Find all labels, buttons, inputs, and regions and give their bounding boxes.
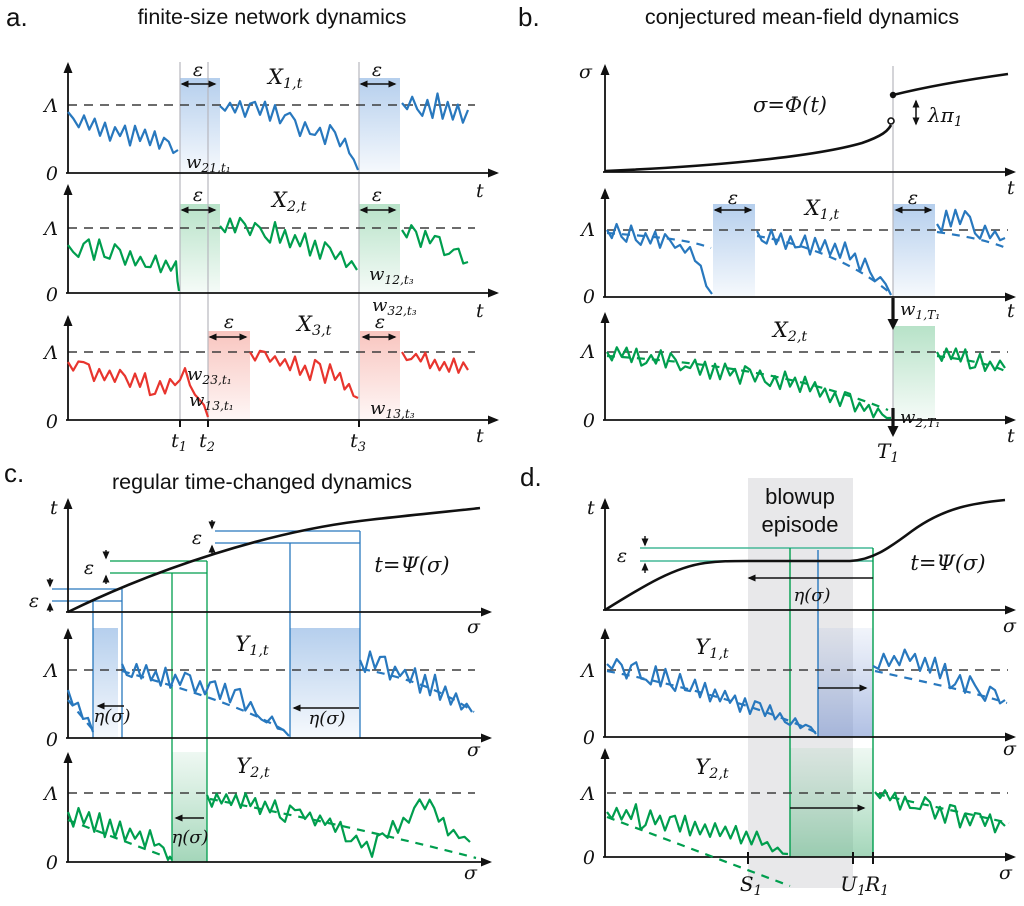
- c2-series-y1: Y1,t: [235, 632, 268, 659]
- d1-equation: t=Ψ(σ): [910, 551, 985, 575]
- d2-series-y1: Y1,t: [695, 635, 728, 662]
- c3-lambda: Λ: [42, 783, 58, 805]
- a2-series-x2: X2,t: [270, 188, 307, 215]
- plot-axes: [63, 62, 1016, 867]
- b3-zero: 0: [583, 410, 595, 432]
- panel-b-title: conjectured mean-field dynamics: [644, 5, 960, 29]
- a2-lambda: Λ: [42, 218, 58, 240]
- d3-lambda: Λ: [579, 783, 595, 805]
- annotation-arrows: [46, 80, 933, 822]
- d3-zero: 0: [583, 847, 595, 869]
- a1-series-x1: X1,t: [266, 65, 303, 92]
- b2-epsilon-1: ε: [728, 187, 738, 209]
- panel-b-letter: b.: [518, 2, 540, 32]
- d3-tick-S1: S1: [740, 872, 762, 899]
- a2-epsilon-1: ε: [193, 184, 203, 206]
- a2-xaxis-t: t: [476, 300, 484, 322]
- b1-lambda-pi: λπ1: [927, 103, 962, 130]
- d1-blowup-line1: blowup: [765, 484, 835, 509]
- b2-xaxis-t: t: [1007, 300, 1015, 322]
- b1-equation: σ=Φ(t): [753, 93, 827, 117]
- d2-lambda: Λ: [579, 660, 595, 682]
- c3-sigma: σ: [464, 862, 478, 884]
- a1-epsilon-1: ε: [193, 59, 203, 81]
- a3-series-x3: X3,t: [295, 312, 332, 339]
- a2-zero: 0: [46, 284, 58, 306]
- c2-zero: 0: [46, 729, 58, 751]
- math-labels: Λ 0 t ε ε X1,t w21,t₁ Λ 0 t ε ε X2,t w12,t₃ w32,t₃ Λ 0 t ε…: [29, 59, 1017, 899]
- b3-w2T1: w2,T₁: [900, 407, 940, 430]
- d1-sigma: σ: [1003, 615, 1017, 637]
- a2-epsilon-2: ε: [372, 184, 382, 206]
- b3-tick-T1: T1: [877, 439, 899, 466]
- d3-tick-U1: U1: [840, 872, 866, 899]
- a3-w23: w23,t₁: [187, 364, 232, 387]
- panel-d-letter: d.: [520, 462, 542, 492]
- a1-xaxis-t: t: [476, 180, 484, 202]
- a3-tick-t1: t1: [171, 430, 187, 455]
- b2-w1T1: w1,T₁: [900, 299, 940, 322]
- b2-series-x1: X1,t: [803, 196, 840, 223]
- b2-epsilon-2: ε: [908, 187, 918, 209]
- d2-zero: 0: [583, 727, 595, 749]
- c2-eta-1: η(σ): [93, 706, 130, 727]
- a2-w12: w12,t₃: [369, 264, 414, 287]
- a1-lambda: Λ: [42, 95, 58, 117]
- c2-lambda: Λ: [42, 660, 58, 682]
- panel-c-letter: c.: [4, 458, 25, 488]
- b2-zero: 0: [583, 286, 595, 308]
- c1-epsilon-2: ε: [84, 557, 94, 579]
- d1-epsilon: ε: [617, 545, 627, 567]
- d1-eta: η(σ): [793, 585, 830, 606]
- c1-epsilon-1: ε: [29, 590, 39, 612]
- a1-w21: w21,t₁: [186, 152, 231, 175]
- c2-sigma: σ: [467, 739, 481, 761]
- epsilon-window-regions: [93, 78, 935, 862]
- ticks-and-jump-points: [179, 91, 897, 864]
- a3-lambda: Λ: [42, 342, 58, 364]
- a3-xaxis-t: t: [476, 425, 484, 447]
- b3-lambda: Λ: [579, 341, 595, 363]
- d1-blowup-line2: episode: [761, 512, 838, 537]
- b3-series-x2: X2,t: [771, 318, 808, 345]
- c1-sigma: σ: [467, 616, 481, 638]
- b1-xaxis-t: t: [1007, 177, 1015, 199]
- c2-eta-2: η(σ): [308, 708, 345, 729]
- lambda-threshold-lines: [68, 104, 1008, 794]
- c3-series-y2: Y2,t: [236, 754, 269, 781]
- a3-tick-t2: t2: [199, 430, 215, 455]
- panel-a-title: finite-size network dynamics: [137, 5, 407, 29]
- c1-epsilon-3: ε: [192, 527, 202, 549]
- d2-sigma: σ: [1003, 738, 1017, 760]
- a3-epsilon-1: ε: [224, 311, 234, 333]
- b2-lambda: Λ: [579, 219, 595, 241]
- b1-sigma: σ: [579, 61, 593, 83]
- stochastic-traces: [66, 92, 1006, 862]
- a3-tick-t3: t3: [350, 430, 366, 455]
- d1-t: t: [587, 497, 595, 519]
- panel-a-letter: a.: [6, 2, 28, 32]
- a3-zero: 0: [46, 411, 58, 433]
- c3-zero: 0: [46, 852, 58, 874]
- a3-epsilon-2: ε: [375, 311, 385, 333]
- event-time-guide-lines: [179, 62, 894, 420]
- a3-w13-t3: w13,t₃: [370, 398, 415, 421]
- d3-series-y2: Y2,t: [695, 755, 728, 782]
- b3-xaxis-t: t: [1007, 425, 1015, 447]
- c1-equation: t=Ψ(σ): [374, 553, 449, 577]
- c1-t: t: [50, 497, 58, 519]
- c3-eta: η(σ): [171, 827, 208, 848]
- a1-zero: 0: [46, 163, 58, 185]
- panel-c-title: regular time-changed dynamics: [112, 470, 412, 494]
- d3-sigma: σ: [999, 862, 1013, 884]
- deterministic-curves: [67, 72, 1009, 614]
- a1-epsilon-2: ε: [372, 59, 382, 81]
- a2-w32: w32,t₃: [372, 295, 417, 318]
- d3-tick-R1: R1: [864, 872, 889, 899]
- a3-w13-t1: w13,t₁: [189, 390, 234, 413]
